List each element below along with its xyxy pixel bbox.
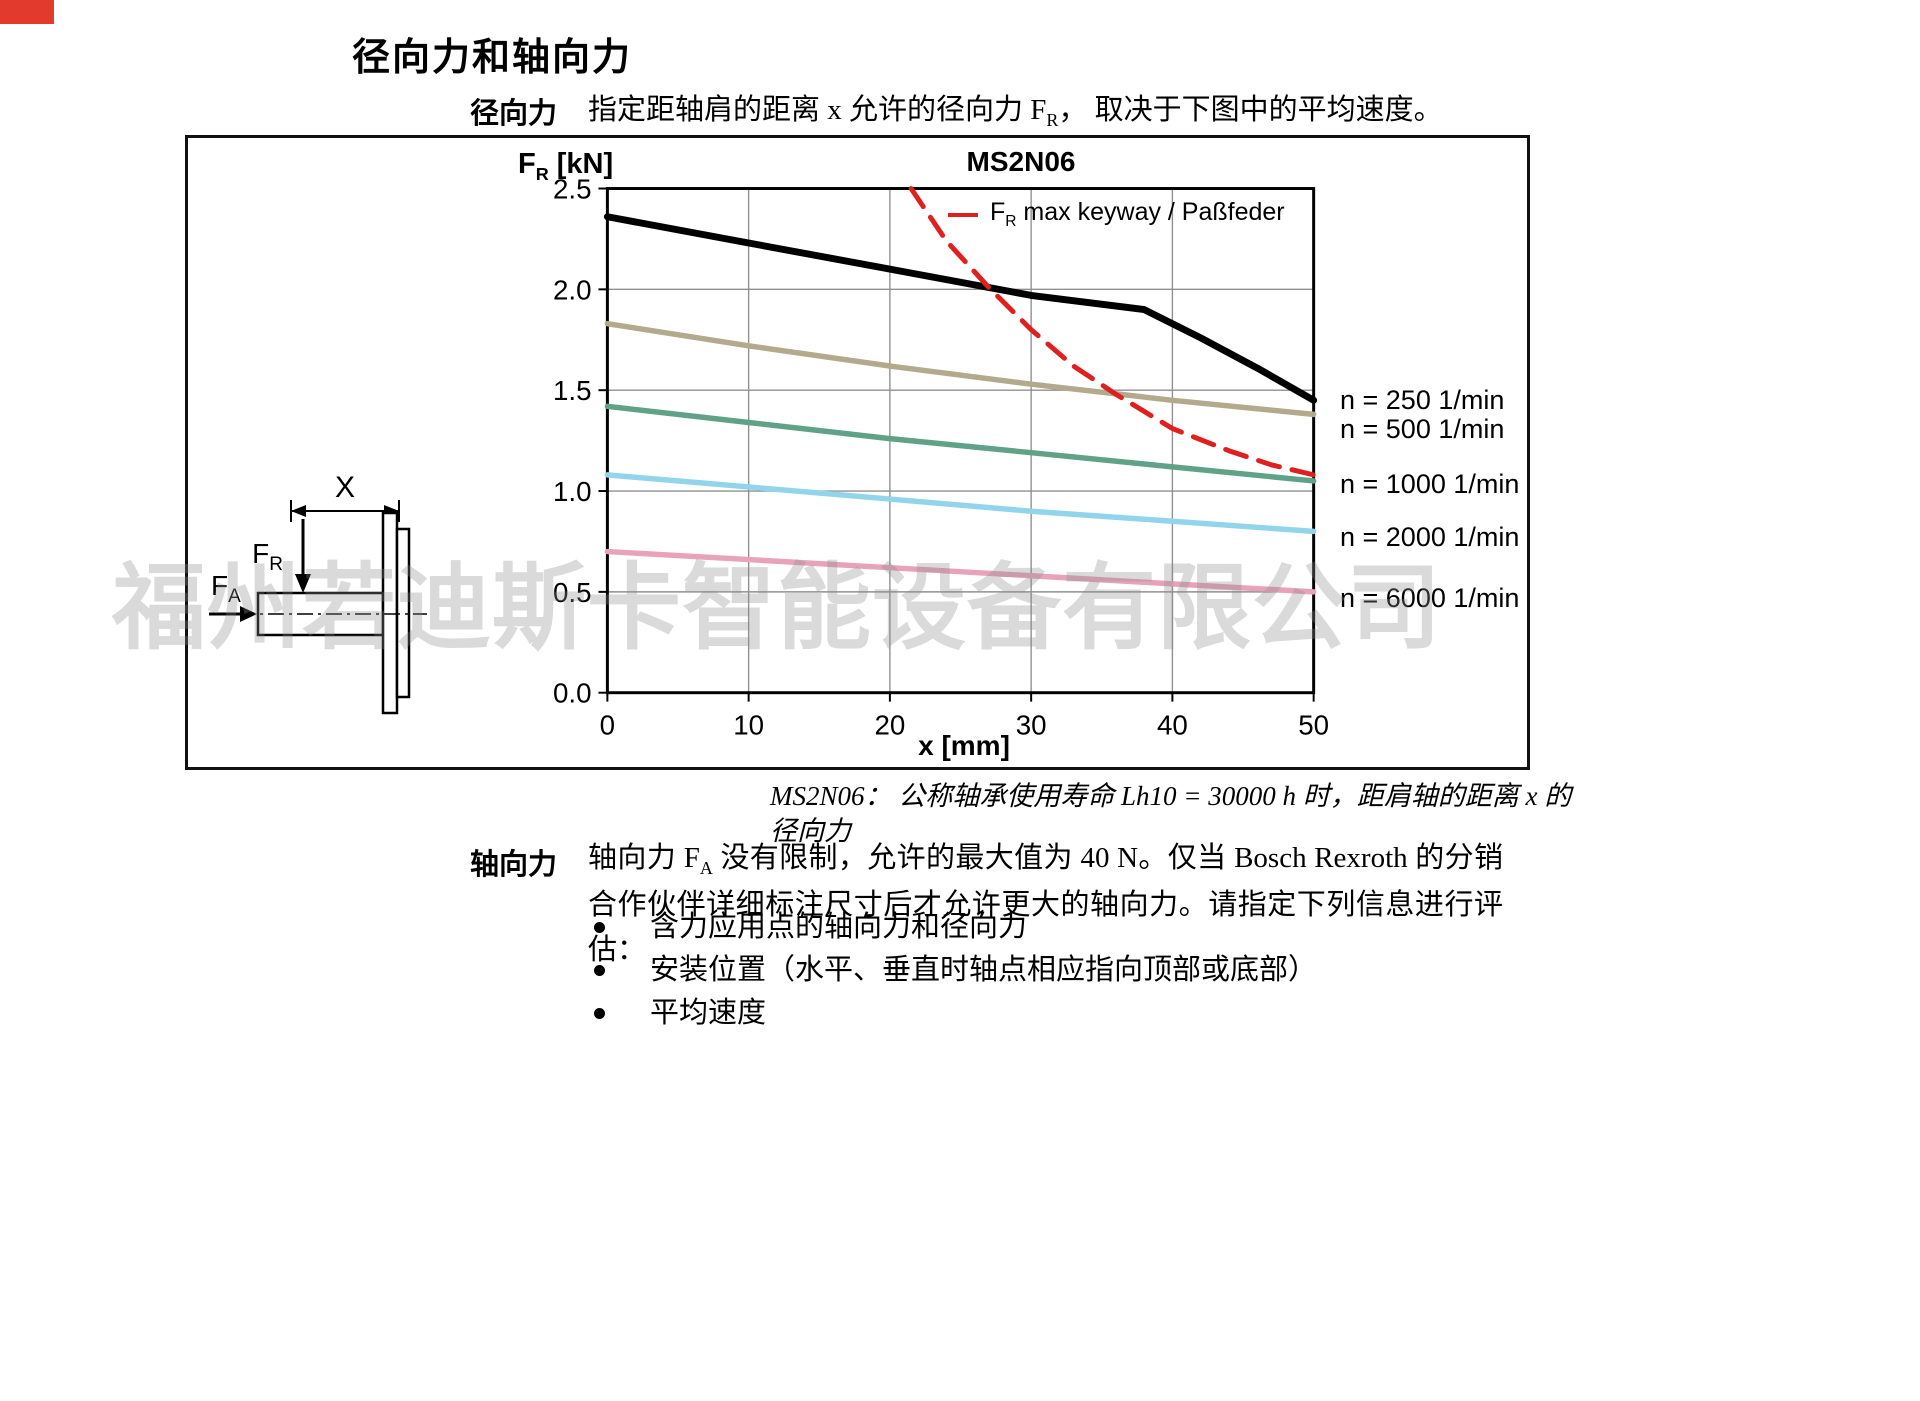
series-n-1000-1-min bbox=[604, 403, 1317, 484]
axial-text-part: 没有限制，允许的最大值为 40 N。仅当 Bosch Rexroth 的分销合作… bbox=[588, 842, 1503, 966]
chart-legend: FR max keyway / Paßfeder bbox=[948, 198, 1285, 231]
plot-border bbox=[605, 187, 1316, 695]
radial-text-part: ， 取决于下图中的平均速度。 bbox=[1058, 94, 1443, 126]
radial-text-sub: R bbox=[1046, 109, 1059, 130]
shaft-diagram: X FR FA bbox=[209, 473, 427, 715]
series-n-500-1-min bbox=[604, 320, 1317, 418]
corner-red-mark bbox=[0, 0, 54, 24]
flange-plate bbox=[381, 511, 399, 715]
y-tick-label: 2.5 bbox=[553, 173, 592, 204]
series-n-2000-1-min bbox=[604, 472, 1317, 535]
list-item: 含力应用点的轴向力和径向力 bbox=[588, 910, 1317, 945]
x-axis-label: x [mm] bbox=[918, 730, 1010, 761]
y-tick-label: 1.5 bbox=[553, 375, 592, 406]
figure-box: 0 10 20 30 40 50 0.0 0.5 1.0 1.5 2.0 2.5 MS2N06 FR … bbox=[185, 135, 1530, 770]
radial-text-part: 指定距轴肩的距离 x 允许的径向力 F bbox=[588, 94, 1047, 126]
x-tick-label: 50 bbox=[1298, 709, 1329, 740]
fr-label: FR bbox=[252, 538, 283, 575]
bullet-icon bbox=[594, 922, 605, 933]
radial-section-text: 指定距轴肩的距离 x 允许的径向力 FR， 取决于下图中的平均速度。 bbox=[588, 86, 1443, 131]
series-n-250-1-min bbox=[603, 213, 1318, 404]
y-tick-label: 2.0 bbox=[553, 274, 592, 305]
axial-text-part: 轴向力 F bbox=[588, 842, 700, 874]
series-n-6000-1-min bbox=[604, 548, 1317, 595]
fr-arrowhead-icon bbox=[295, 574, 311, 593]
flange-plate-2 bbox=[395, 527, 411, 699]
curve-label-n2000: n = 2000 1/min bbox=[1340, 522, 1520, 552]
fa-label: FA bbox=[211, 570, 241, 607]
curve-label-n1000: n = 1000 1/min bbox=[1340, 469, 1520, 499]
x-tick-label: 40 bbox=[1157, 709, 1188, 740]
legend-label: FR max keyway / Paßfeder bbox=[990, 198, 1285, 230]
page-title: 径向力和轴向力 bbox=[352, 37, 633, 79]
bullet-icon bbox=[594, 1008, 605, 1019]
y-tick-label: 0.0 bbox=[553, 678, 592, 709]
curve-label-n6000: n = 6000 1/min bbox=[1340, 583, 1520, 613]
radial-force-chart: 0 10 20 30 40 50 0.0 0.5 1.0 1.5 2.0 2.5 bbox=[553, 173, 1329, 740]
dim-x-label: X bbox=[335, 473, 355, 504]
y-tick-label: 1.0 bbox=[553, 476, 592, 507]
axial-section-label: 轴向力 bbox=[470, 849, 558, 881]
red-dash-icon bbox=[948, 212, 978, 217]
curve-label-n250: n = 250 1/min bbox=[1340, 385, 1505, 415]
x-tick-label: 20 bbox=[874, 709, 905, 740]
bullet-icon bbox=[594, 965, 605, 976]
x-tick-label: 0 bbox=[600, 709, 615, 740]
dim-arrow-left-icon bbox=[291, 505, 306, 517]
axial-bullet-list: 含力应用点的轴向力和径向力 安装位置（水平、垂直时轴点相应指向顶部或底部） 平均… bbox=[588, 910, 1317, 1039]
caption-line-2: 径向力 bbox=[770, 816, 851, 847]
list-item: 安装位置（水平、垂直时轴点相应指向顶部或底部） bbox=[588, 953, 1317, 988]
caption-line-1: MS2N06： 公称轴承使用寿命 Lh10 = 30000 h 时，距肩轴的距离… bbox=[770, 781, 1572, 811]
series-fr-max-keyway-pa-feder bbox=[908, 186, 1317, 478]
list-item: 平均速度 bbox=[588, 996, 1317, 1031]
curve-label-n500: n = 500 1/min bbox=[1340, 414, 1505, 444]
figure-caption: MS2N06： 公称轴承使用寿命 Lh10 = 30000 h 时，距肩轴的距离… bbox=[770, 779, 1571, 849]
x-tick-label: 30 bbox=[1016, 709, 1047, 740]
radial-section-label: 径向力 bbox=[470, 98, 558, 130]
fa-arrowhead-icon bbox=[240, 606, 257, 622]
axial-section-text: 轴向力 FA 没有限制，允许的最大值为 40 N。仅当 Bosch Rexrot… bbox=[588, 836, 1503, 973]
axial-text-sub: A bbox=[699, 857, 713, 878]
chart-title: MS2N06 bbox=[966, 146, 1076, 177]
y-tick-label: 0.5 bbox=[553, 577, 592, 608]
y-axis-label: FR [kN] bbox=[518, 148, 614, 184]
x-tick-label: 10 bbox=[733, 709, 764, 740]
